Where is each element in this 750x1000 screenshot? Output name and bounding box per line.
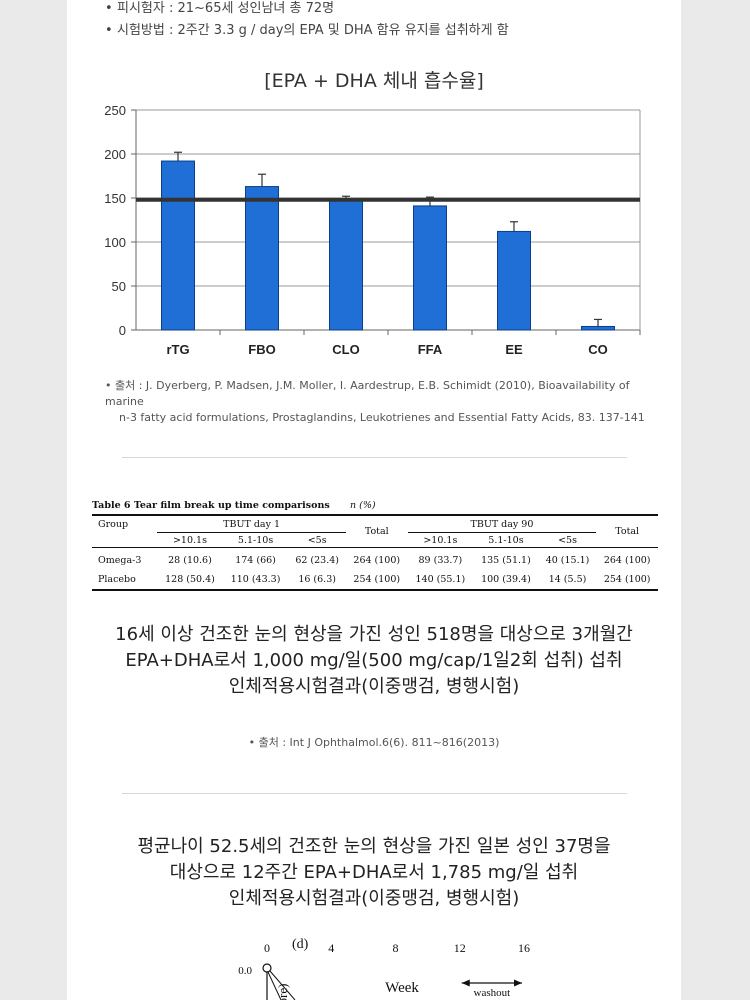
bar (329, 198, 363, 331)
y-tick-label: 50 (112, 279, 126, 294)
y-tick-label: 100 (104, 235, 126, 250)
y-tick-label: 200 (104, 147, 126, 162)
data-point (262, 963, 272, 973)
absorption-bar-chart: 0 50 100 150 200 250 rTG FBO CLO FFA EE CO (104, 103, 641, 357)
x-tick-label: EE (505, 342, 523, 357)
x-tick-label: 16 (518, 941, 530, 955)
x-tick-label: FFA (418, 342, 443, 357)
subjects-line: • 피시험자 : 21~65세 성인남녀 총 72명 (105, 1, 335, 16)
bar (161, 160, 195, 331)
chart-title: [EPA + DHA 체내 흡수율] (264, 70, 484, 92)
x-tick-label: 4 (328, 941, 334, 955)
table-row: Placebo 128 (50.4) 110 (43.3) 16 (6.3) 2… (92, 570, 658, 591)
series-line (269, 970, 296, 1000)
table-row: Omega-3 28 (10.6) 174 (66) 62 (23.4) 264… (98, 555, 651, 566)
y-tick-label: 0 (119, 323, 126, 338)
section-divider (122, 457, 627, 458)
source-citation-2: • 출처 : Int J Ophthalmol.6(6). 811~816(20… (248, 736, 500, 749)
series-line (267, 971, 282, 1000)
source-citation-1: • 출처 : J. Dyerberg, P. Madsen, J.M. Moll… (105, 379, 645, 424)
arrow-head-left (461, 979, 470, 987)
panel-label: (d) (292, 937, 309, 952)
y-tick-label: 250 (104, 103, 126, 118)
x-tick-label: CO (588, 342, 608, 357)
method-line: • 시험방법 : 2주간 3.3 g / day의 EPA 및 DHA 함유 유지… (105, 23, 509, 38)
bar (245, 186, 279, 331)
bar (581, 325, 615, 331)
bar (497, 230, 531, 331)
arrow-head-right (514, 979, 522, 987)
subheader: 5.1-10s (473, 532, 539, 548)
study3-summary: 평균나이 52.5세의 건조한 눈의 현상을 가진 일본 성인 37명을 대상으… (137, 836, 611, 909)
x-tick-label: 12 (454, 941, 466, 955)
x-tick-label: rTG (166, 342, 189, 357)
subheader: >10.1s (157, 532, 223, 548)
y-tick-label: 150 (104, 191, 126, 206)
bar (413, 205, 447, 331)
section-divider (122, 793, 627, 794)
x-tick-label: 8 (393, 941, 399, 955)
subheader: <5s (538, 532, 597, 548)
y-tick-label: 0.0 (238, 965, 252, 977)
subheader: 5.1-10s (222, 532, 289, 548)
study-info-list: • 피시험자 : 21~65세 성인남녀 총 72명 • 시험방법 : 2주간 3.… (105, 0, 509, 42)
x-tick-label: 0 (264, 941, 270, 955)
day90-header: TBUT day 90 (407, 514, 597, 533)
article-page: • 피시험자 : 21~65세 성인남녀 총 72명 • 시험방법 : 2주간 3.… (67, 0, 681, 1000)
subheader: <5s (288, 532, 346, 548)
table-unit: n (%) (350, 500, 376, 511)
total-header-2: Total (596, 514, 658, 548)
x-tick-label: FBO (248, 342, 275, 357)
subheader: >10.1s (407, 532, 474, 548)
x-axis-label: Week (385, 980, 419, 996)
total-header-1: Total (345, 514, 408, 548)
tear-film-table: Table 6 Tear film break up time comparis… (92, 500, 658, 591)
table-caption: Table 6 Tear film break up time comparis… (92, 500, 330, 511)
study2-summary: 16세 이상 건조한 눈의 현상을 가진 성인 518명을 대상으로 3개월간 … (115, 624, 633, 697)
group-header: Group (92, 514, 158, 548)
x-tick-label: CLO (332, 342, 359, 357)
day1-header: TBUT day 1 (157, 514, 346, 533)
washout-annotation: washout (474, 987, 511, 999)
